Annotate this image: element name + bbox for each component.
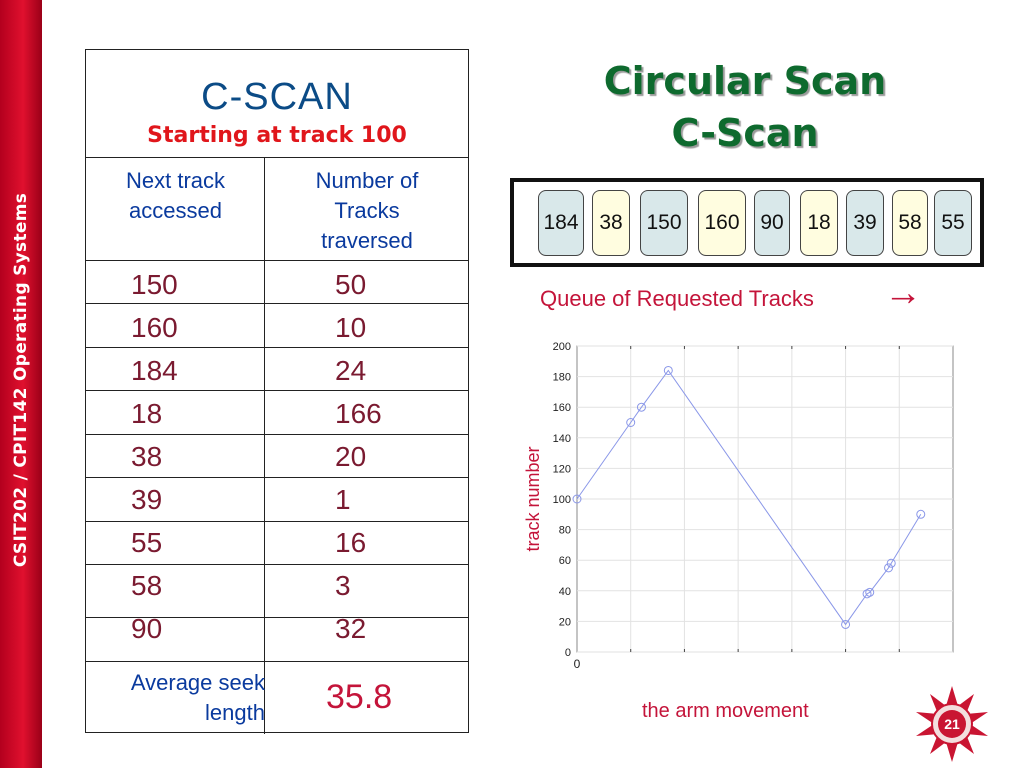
queue-item: 18 (800, 190, 838, 256)
col-header-line: Next track (125, 168, 226, 193)
table-title: C-SCAN (201, 76, 353, 118)
y-tick-label: 180 (553, 372, 571, 384)
table-divider (86, 564, 468, 565)
queue-item: 150 (640, 190, 688, 256)
right-arrow-icon: → (884, 272, 922, 314)
traversed-cell: 50 (335, 269, 367, 300)
y-tick-label: 20 (559, 616, 571, 628)
slide-title-line: C-Scan (671, 111, 819, 155)
y-tick-label: 200 (553, 341, 571, 353)
table-divider (86, 477, 468, 478)
y-axis-label: track number (523, 446, 543, 551)
queue-item: 38 (592, 190, 630, 256)
slide-title-line: Circular Scan (603, 59, 887, 103)
table-divider (86, 157, 468, 158)
y-tick-label: 60 (559, 555, 571, 567)
avg-seek-label: Average seek length (87, 668, 265, 728)
x-tick-label: 0 (574, 657, 581, 671)
traversed-cell: 24 (335, 355, 367, 386)
arm-movement-chart: 0 20 40 60 80 100 120 140 160 180 200 0 track number (523, 341, 954, 671)
avg-seek-value: 35.8 (326, 678, 393, 716)
y-tick-label: 120 (553, 463, 571, 475)
data-point (862, 589, 872, 599)
col-header-line: accessed (129, 198, 222, 223)
table-divider (86, 661, 468, 662)
data-point (663, 365, 673, 375)
traversed-cell: 3 (335, 570, 351, 601)
course-label: CSIT202 / CPIT142 Operating Systems (11, 192, 31, 568)
traversed-cell: 32 (335, 613, 367, 644)
page-number-badge: 21 (916, 686, 988, 762)
y-tick-label: 0 (565, 647, 571, 659)
table-divider (86, 434, 468, 435)
next-track-cell: 58 (131, 570, 163, 601)
queue-item: 184 (538, 190, 584, 256)
data-point (884, 563, 894, 573)
avg-label-line: length (205, 700, 265, 725)
queue-item: 55 (934, 190, 972, 256)
data-point (572, 494, 582, 504)
y-tick-label: 160 (553, 402, 571, 414)
queue-caption: Queue of Requested Tracks (540, 286, 814, 311)
data-point (886, 558, 896, 568)
slide-title: Circular Scan C-Scan (570, 55, 920, 159)
cscan-table: C-SCAN Starting at track 100 Next track … (85, 49, 469, 734)
queue-item: 39 (846, 190, 884, 256)
next-track-cell: 90 (131, 613, 163, 644)
data-point (636, 402, 646, 412)
col-header-next-track: Next track accessed (87, 166, 264, 226)
queue-item: 58 (892, 190, 928, 256)
arm-caption: the arm movement (642, 700, 809, 722)
next-track-cell: 55 (131, 527, 163, 558)
traversed-cell: 166 (335, 398, 382, 429)
table-divider (86, 260, 468, 261)
col-header-line: Tracks (334, 198, 400, 223)
next-track-cell: 150 (131, 269, 178, 300)
queue-item: 90 (754, 190, 790, 256)
table-divider (86, 347, 468, 348)
series-line (576, 369, 922, 626)
traversed-cell: 10 (335, 312, 367, 343)
col-header-line: Number of (315, 168, 419, 193)
data-point (841, 619, 851, 629)
next-track-cell: 39 (131, 484, 163, 515)
col-header-line: traversed (321, 228, 413, 253)
next-track-cell: 18 (131, 398, 163, 429)
y-tick-label: 100 (553, 494, 571, 506)
data-point (865, 587, 875, 597)
page-number: 21 (944, 716, 960, 732)
y-tick-label: 80 (559, 525, 571, 537)
request-queue: 184 38 150 160 90 18 39 58 55 (510, 178, 984, 267)
col-header-tracks-traversed: Number of Tracks traversed (265, 166, 469, 256)
table-divider (86, 617, 468, 618)
data-point (626, 418, 636, 427)
table-column-divider (264, 157, 265, 734)
data-point (916, 509, 926, 519)
next-track-cell: 160 (131, 312, 178, 343)
y-tick-label: 40 (559, 586, 571, 598)
traversed-cell: 1 (335, 484, 351, 515)
traversed-cell: 16 (335, 527, 367, 558)
next-track-cell: 38 (131, 441, 163, 472)
table-divider (86, 390, 468, 391)
star-burst-icon (916, 686, 988, 762)
table-divider (86, 303, 468, 304)
avg-label-line: Average seek (130, 670, 265, 695)
traversed-cell: 20 (335, 441, 367, 472)
next-track-cell: 184 (131, 355, 178, 386)
y-tick-label: 140 (553, 433, 571, 445)
queue-item: 160 (698, 190, 746, 256)
sidebar: CSIT202 / CPIT142 Operating Systems (0, 0, 42, 768)
table-divider (86, 521, 468, 522)
table-subtitle: Starting at track 100 (147, 123, 407, 148)
